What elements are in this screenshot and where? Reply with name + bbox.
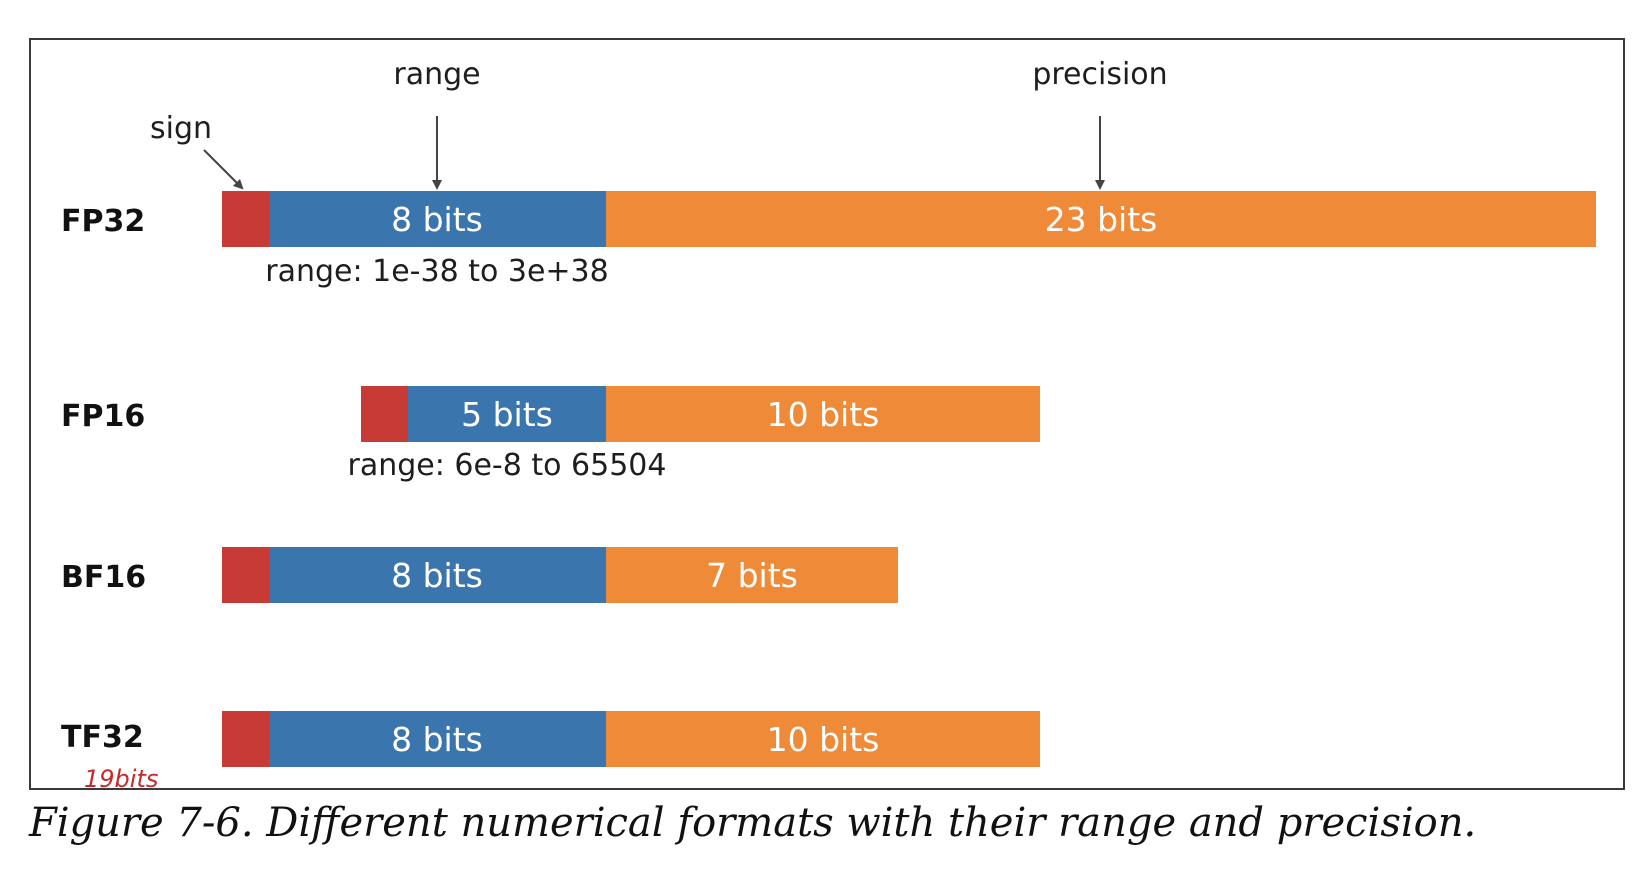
mantissa-segment xyxy=(606,191,1596,247)
format-name: TF32 xyxy=(61,720,144,755)
range-text: range: 6e-8 to 65504 xyxy=(348,448,667,483)
exponent-bits-label: 8 bits xyxy=(391,556,483,595)
exponent-bits-label: 8 bits xyxy=(391,200,483,239)
figure-caption: Figure 7-6. Different numerical formats … xyxy=(29,800,1477,846)
exponent-segment xyxy=(269,547,606,603)
mantissa-bits-label: 7 bits xyxy=(706,556,798,595)
range-text: range: 1e-38 to 3e+38 xyxy=(265,254,608,289)
mantissa-segment xyxy=(606,386,1040,442)
range-annotation: range xyxy=(393,57,480,92)
precision-annotation: precision xyxy=(1032,57,1167,92)
format-row-tf32: TF32 8 bits 10 bits 19bits xyxy=(61,711,1040,793)
mantissa-segment xyxy=(606,711,1040,767)
sign-segment xyxy=(361,386,408,442)
exponent-bits-label: 8 bits xyxy=(391,720,483,759)
sign-segment xyxy=(222,711,269,767)
sign-annotation: sign xyxy=(150,111,212,146)
format-name: FP16 xyxy=(61,399,145,434)
mantissa-bits-label: 10 bits xyxy=(767,720,880,759)
exponent-segment xyxy=(269,711,606,767)
sign-arrow xyxy=(203,149,244,190)
format-name: FP32 xyxy=(61,204,145,239)
format-row-fp32: FP32 8 bits 23 bits range: 1e-38 to 3e+3… xyxy=(61,191,1596,289)
mantissa-segment xyxy=(606,547,898,603)
mantissa-bits-label: 23 bits xyxy=(1045,200,1158,239)
exponent-segment xyxy=(408,386,606,442)
exponent-segment xyxy=(269,191,606,247)
format-name: BF16 xyxy=(61,560,146,595)
exponent-bits-label: 5 bits xyxy=(461,395,553,434)
format-row-bf16: BF16 8 bits 7 bits xyxy=(61,547,898,603)
sign-segment xyxy=(222,191,269,247)
format-row-fp16: FP16 5 bits 10 bits range: 6e-8 to 65504 xyxy=(61,386,1040,483)
handwritten-note: 19bits xyxy=(84,765,158,793)
mantissa-bits-label: 10 bits xyxy=(767,395,880,434)
sign-segment xyxy=(222,547,269,603)
